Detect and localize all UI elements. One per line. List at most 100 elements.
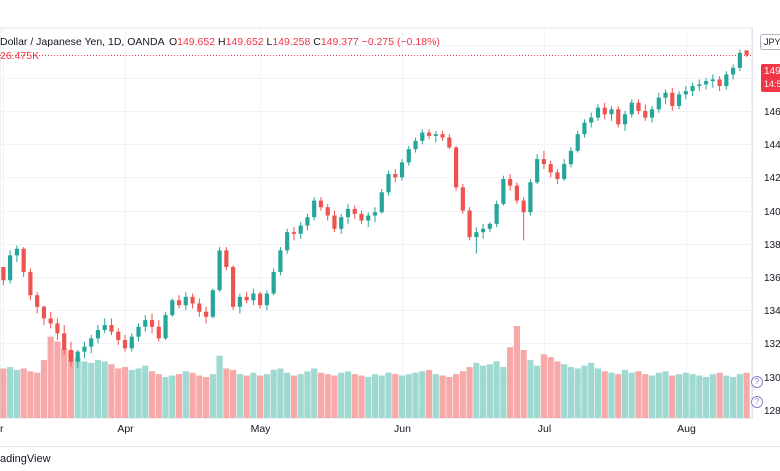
candle-body: [636, 102, 641, 111]
volume-bar: [554, 361, 561, 418]
candle-body: [433, 134, 438, 136]
candle-body: [629, 102, 634, 115]
candle-body: [258, 293, 263, 306]
candle-body: [501, 179, 506, 204]
y-tick-label: 138: [764, 240, 780, 251]
candle-body: [55, 323, 60, 334]
volume-bar: [284, 372, 291, 418]
y-tick-label: 142: [764, 173, 780, 184]
volume-bar: [162, 376, 169, 418]
candle-body: [474, 232, 479, 238]
volume-bar: [398, 375, 406, 418]
volume-bar: [459, 371, 466, 418]
candle-body: [291, 232, 297, 234]
y-tick-label: 134: [764, 306, 780, 317]
volume-indicator-icon-2[interactable]: ?: [751, 396, 763, 408]
open-value: 149.652: [177, 36, 216, 48]
volume-bar: [34, 372, 41, 418]
volume-bar: [696, 375, 703, 418]
volume-bar: [128, 369, 135, 418]
candle-body: [156, 326, 161, 339]
candle-body: [737, 52, 742, 68]
open-label: O: [168, 36, 178, 48]
volume-bar: [527, 359, 534, 418]
price-axis[interactable]: 150148146144142140138136134132130128rApr…: [0, 28, 780, 435]
candle-body: [136, 326, 141, 337]
volume-indicator-icon[interactable]: ?: [751, 376, 763, 388]
candle-body: [48, 318, 53, 324]
symbol-title: Dollar / Japanese Yen, 1D, OANDA: [0, 36, 165, 48]
volume-bar: [175, 374, 183, 418]
volume-bar: [432, 374, 439, 418]
volume-bar: [20, 368, 27, 418]
candle-body: [325, 207, 330, 216]
volume-bar: [689, 374, 696, 418]
candle-body: [582, 122, 587, 135]
candle-body: [264, 293, 269, 306]
candle-body: [393, 174, 398, 178]
volume-bar: [94, 359, 102, 418]
candle-body: [676, 94, 682, 106]
x-tick-label: May: [251, 423, 272, 435]
candle-body: [487, 223, 492, 229]
x-tick-label: Jul: [538, 423, 551, 435]
volume-bar: [669, 375, 676, 418]
candle-body: [710, 79, 715, 82]
volume-bar: [344, 371, 352, 418]
candle-body: [697, 84, 702, 87]
volume-bar: [324, 374, 331, 418]
volume-bar: [385, 372, 392, 418]
volume-bar: [230, 369, 237, 418]
volume-bar: [148, 371, 156, 418]
volume-bar: [500, 367, 507, 418]
candle-body: [312, 200, 317, 218]
brand-logo-text: adingView: [0, 453, 51, 465]
volume-bar: [236, 374, 243, 418]
volume-bar: [304, 371, 311, 418]
candle-body: [703, 81, 709, 85]
volume-bar: [358, 375, 365, 418]
candle-body: [521, 200, 526, 213]
volume-bar: [716, 372, 723, 418]
symbol-legend[interactable]: Dollar / Japanese Yen, 1D, OANDA O149.65…: [0, 36, 440, 48]
volume-bar: [263, 374, 270, 418]
candle-body: [467, 210, 472, 238]
volume-bar: [74, 357, 81, 418]
candle-body: [575, 134, 580, 151]
volume-bar: [250, 372, 257, 418]
volume-bar: [13, 369, 20, 418]
volume-bar: [730, 376, 737, 418]
volume-bars: [0, 326, 750, 418]
volume-bar: [453, 374, 460, 418]
candle-body: [21, 248, 26, 272]
volume-bar: [574, 368, 581, 418]
candle-body: [109, 325, 114, 332]
volume-bar: [446, 376, 453, 418]
candle-body: [399, 162, 405, 178]
volume-bar: [351, 374, 358, 418]
candle-body: [237, 296, 242, 307]
candle-body: [41, 306, 47, 319]
y-tick-label: 130: [764, 373, 780, 384]
volume-bar: [223, 368, 230, 418]
candle-body: [731, 67, 736, 75]
volume-bar: [736, 374, 743, 418]
candle-body: [143, 320, 148, 327]
volume-bar: [662, 371, 669, 418]
candle-body: [366, 215, 371, 221]
currency-button[interactable]: JPY: [760, 34, 780, 50]
candle-body: [95, 330, 101, 339]
candle-body: [183, 296, 188, 306]
volume-bar: [365, 376, 372, 418]
volume-bar: [581, 365, 588, 418]
candle-body: [528, 182, 533, 213]
volume-bar: [101, 361, 108, 418]
candle-body: [82, 346, 87, 352]
candle-body: [8, 255, 13, 281]
volume-bar: [270, 369, 277, 418]
candle-body: [305, 217, 310, 226]
bar-countdown: 14:5: [764, 79, 780, 89]
volume-legend: 26.475K: [0, 50, 40, 62]
candle-body: [170, 300, 175, 316]
